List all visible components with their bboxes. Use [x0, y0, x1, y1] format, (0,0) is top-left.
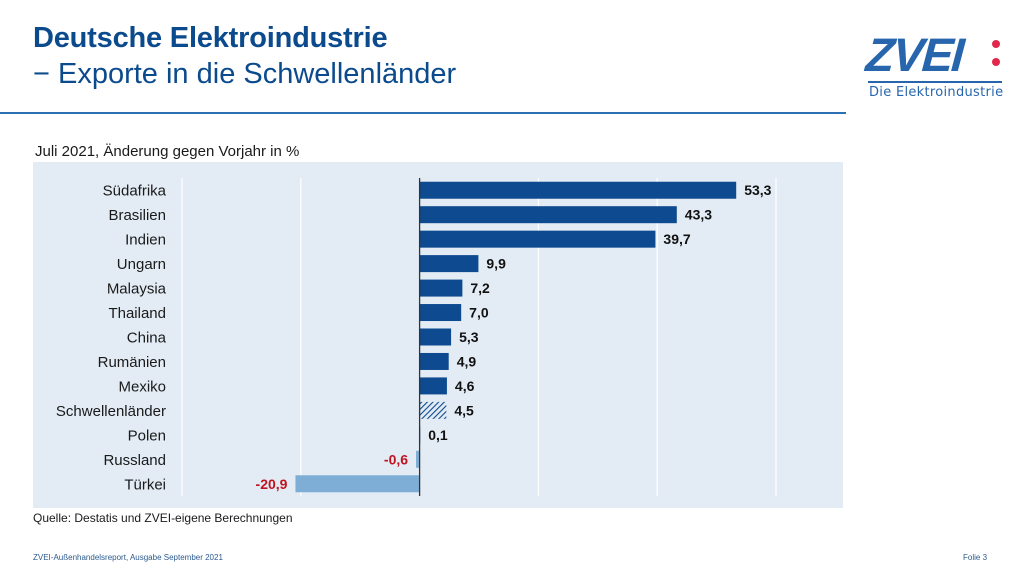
source-note: Quelle: Destatis und ZVEI-eigene Berechn… — [33, 511, 293, 525]
slide-title: Deutsche Elektroindustrie — [33, 22, 388, 54]
category-label: Ungarn — [117, 256, 166, 273]
category-label: Russland — [103, 452, 166, 469]
value-label: 7,2 — [470, 280, 490, 296]
value-label: -0,6 — [384, 451, 408, 467]
bar-schwellenländer — [419, 401, 447, 419]
value-label: 4,5 — [454, 402, 474, 418]
chart-panel: Südafrika 53,3 Brasilien 43,3 Indien 39,7 Unga… — [33, 162, 843, 508]
category-label: Polen — [128, 427, 166, 444]
bar-türkei — [295, 475, 420, 493]
bar-südafrika — [419, 181, 737, 199]
chart-title: Juli 2021, Änderung gegen Vorjahr in % — [35, 143, 300, 160]
logo-tagline: Die Elektroindustrie — [869, 85, 1004, 100]
bar-ungarn — [419, 255, 479, 273]
bar-thailand — [419, 304, 462, 322]
bar-china — [419, 328, 452, 346]
category-label: Türkei — [124, 476, 166, 493]
category-label: Rumänien — [98, 354, 166, 371]
logo-underline — [868, 81, 1002, 83]
category-label: China — [127, 330, 167, 347]
slide-subtitle: − Exporte in die Schwellenländer — [33, 58, 457, 90]
category-label: Schwellenländer — [56, 403, 166, 420]
value-label: 39,7 — [663, 231, 690, 247]
footer-slide-number: Folie 3 — [963, 553, 988, 562]
bar-mexiko — [419, 377, 447, 395]
bar-indien — [419, 230, 656, 248]
logo-wordmark: ZVEI — [864, 28, 965, 81]
bar-malaysia — [419, 279, 463, 297]
value-label: 5,3 — [459, 329, 479, 345]
value-label: 7,0 — [469, 305, 489, 321]
value-label: 4,6 — [455, 378, 475, 394]
footer-report-name: ZVEI-Außenhandelsreport, Ausgabe Septemb… — [33, 553, 223, 562]
category-label: Malaysia — [107, 281, 167, 298]
category-label: Brasilien — [108, 207, 166, 224]
value-label: 9,9 — [486, 256, 506, 272]
value-label: 43,3 — [685, 207, 712, 223]
value-label: 53,3 — [744, 182, 771, 198]
category-label: Südafrika — [103, 183, 167, 200]
value-label: 4,9 — [457, 353, 477, 369]
bar-russland — [416, 450, 420, 468]
category-label: Mexiko — [118, 378, 166, 395]
bar-rumänien — [419, 352, 449, 370]
category-label: Indien — [125, 232, 166, 249]
value-label: -20,9 — [256, 476, 288, 492]
bar-brasilien — [419, 206, 677, 224]
value-label: 0,1 — [428, 427, 448, 443]
category-label: Thailand — [108, 305, 166, 322]
logo-colon-icon — [992, 40, 1000, 76]
bar-chart: Südafrika 53,3 Brasilien 43,3 Indien 39,7 Unga… — [56, 178, 777, 496]
zvei-logo: ZVEI Die Elektroindustrie — [864, 28, 1006, 102]
header-divider — [0, 112, 846, 114]
